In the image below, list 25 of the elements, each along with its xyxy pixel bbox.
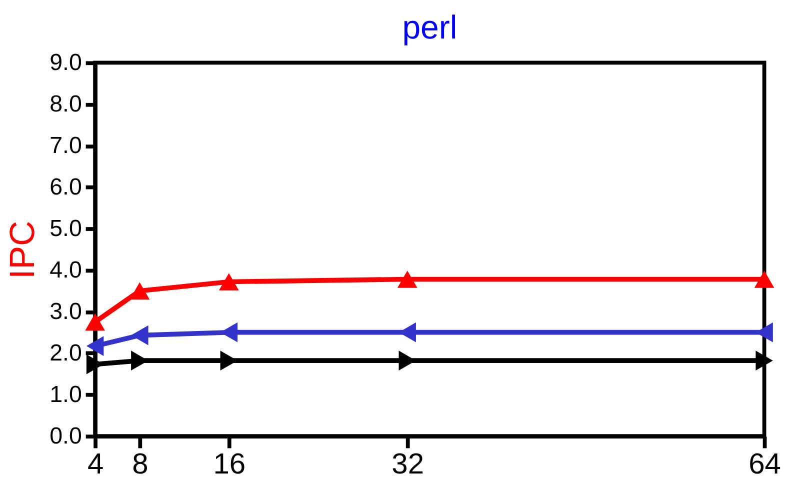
point [130, 282, 150, 300]
x-tick-label: 32 [392, 448, 424, 480]
point [754, 270, 774, 288]
chart-title: perl [402, 8, 458, 46]
y-tick-label: 2.0 [50, 339, 82, 366]
point [85, 313, 105, 331]
y-tick-label: 5.0 [50, 214, 82, 241]
x-tick-label: 4 [87, 448, 104, 480]
y-tick-label: 4.0 [50, 256, 82, 282]
point [756, 350, 773, 371]
point [397, 270, 418, 288]
point [86, 336, 104, 356]
x-tick-label: 16 [213, 448, 246, 480]
y-tick-label: 8.0 [50, 90, 82, 116]
y-tick-label: 9.0 [50, 48, 82, 75]
point [131, 325, 148, 346]
y-tick-label: 6.0 [50, 173, 82, 200]
y-axis-title: IPC [3, 220, 42, 279]
y-tick-label: 3.0 [50, 298, 82, 324]
x-tick-label: 8 [132, 448, 148, 480]
y-tick-label: 7.0 [50, 132, 82, 158]
y-tick-label: 1.0 [50, 380, 82, 407]
point [218, 273, 239, 290]
x-tick-label: 64 [748, 448, 781, 480]
y-tick-label: 0.0 [50, 422, 82, 448]
